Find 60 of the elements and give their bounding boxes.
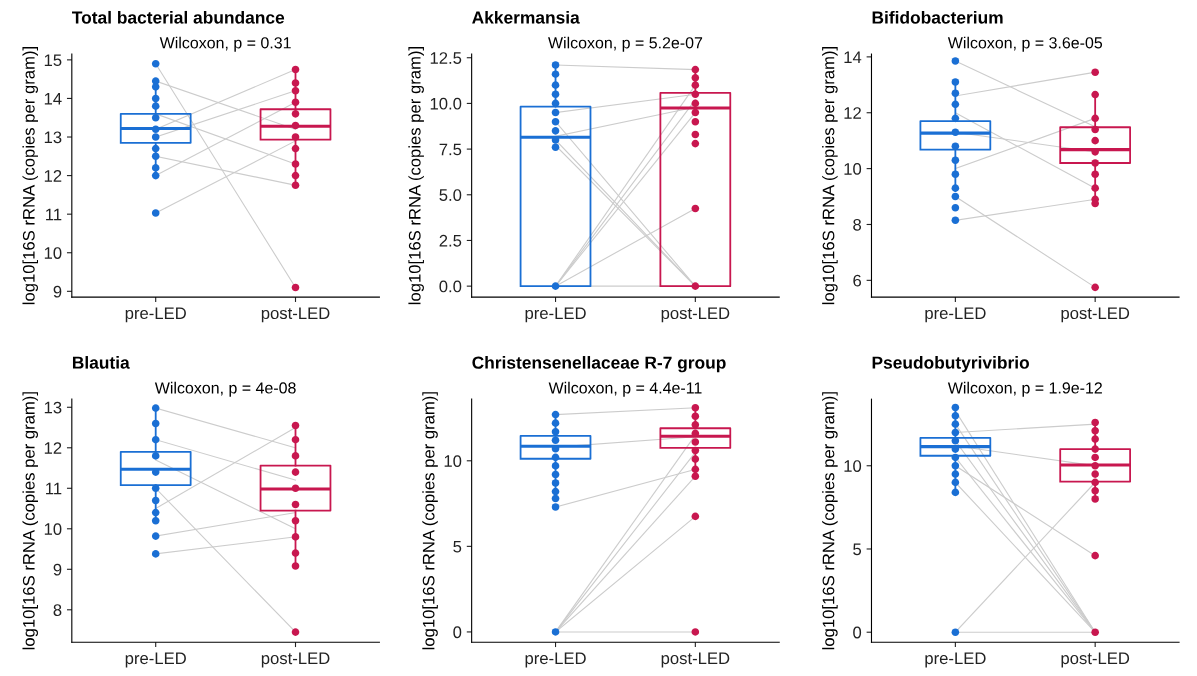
text: Wilcoxon, p = 4.4e-11 xyxy=(548,381,702,397)
y-tick-label: 12.5 xyxy=(430,52,462,64)
text: Wilcoxon, p = 5.2e-07 xyxy=(548,36,703,52)
y-tick-label: 0 xyxy=(853,626,862,639)
x-tick-label: pre-LED xyxy=(525,307,586,323)
x-tick-label: post-LED xyxy=(661,652,730,668)
y-tick-label: 2.5 xyxy=(439,234,462,247)
chart-title: Pseudobutyrivibrio xyxy=(872,356,1029,373)
y-tick-label: 12 xyxy=(44,169,62,182)
y-axis-title: log10[16S rRNA (copies per gram)] xyxy=(22,392,39,650)
y-tick-label: 5 xyxy=(853,543,862,556)
y-tick-label: 10 xyxy=(444,455,462,467)
chart-title: Akkermansia xyxy=(472,10,580,24)
text: Wilcoxon, p = 0.31 xyxy=(159,36,291,52)
y-axis-title: log10[16S rRNA (copies per gram)] xyxy=(422,392,438,650)
y-tick-label: 10 xyxy=(44,247,62,259)
text: Wilcoxon, p = 1.9e-12 xyxy=(947,381,1102,397)
y-tick-label: 11 xyxy=(46,482,62,495)
y-axis-title: log10[16S rRNA (copies per gram)] xyxy=(822,47,838,305)
x-tick-label: post-LED xyxy=(661,307,730,323)
y-tick-label: 8 xyxy=(53,604,62,616)
x-tick-label: post-LED xyxy=(1061,652,1130,668)
y-axis-title: log10[16S rRNA (copies per gram)] xyxy=(408,47,424,305)
y-tick-label: 10.0 xyxy=(430,97,462,110)
x-tick-label: pre-LED xyxy=(925,307,986,323)
x-tick-label: post-LED xyxy=(1061,307,1130,323)
chart-title: Bifidobacterium xyxy=(872,10,1003,24)
y-tick-label: 13 xyxy=(44,131,62,144)
y-tick-label: 8 xyxy=(853,218,862,231)
y-tick-label: 10 xyxy=(844,460,862,472)
x-tick-label: pre-LED xyxy=(525,652,586,668)
x-tick-label: post-LED xyxy=(261,652,330,668)
y-tick-label: 10 xyxy=(844,163,862,175)
chart-title: Total bacterial abundance xyxy=(72,10,285,24)
y-tick-label: 0.0 xyxy=(439,280,462,293)
x-tick-label: pre-LED xyxy=(925,652,986,668)
y-tick-label: 6 xyxy=(853,274,862,287)
y-tick-label: 9 xyxy=(53,285,62,298)
y-tick-label: 13 xyxy=(44,401,62,414)
x-tick-label: pre-LED xyxy=(125,307,186,323)
y-tick-label: 12 xyxy=(44,442,62,454)
y-tick-label: 10 xyxy=(44,523,62,535)
text: Wilcoxon, p = 3.6e-05 xyxy=(947,36,1103,52)
y-tick-label: 14 xyxy=(44,93,62,105)
text: Wilcoxon, p = 4e-08 xyxy=(154,381,296,397)
y-axis-title: log10[16S rRNA (copies per gram)] xyxy=(822,392,838,650)
y-tick-label: 12 xyxy=(844,107,861,119)
chart-title: Christensenellaceae R-7 group xyxy=(472,356,726,373)
y-tick-label: 14 xyxy=(844,51,862,63)
chart-title: Blautia xyxy=(72,356,130,369)
y-tick-label: 7.5 xyxy=(439,143,462,156)
y-tick-label: 0 xyxy=(453,626,462,639)
y-tick-label: 9 xyxy=(53,563,62,576)
y-tick-label: 5.0 xyxy=(439,189,462,201)
y-axis-title: log10[16S rRNA (copies per gram)] xyxy=(22,47,39,305)
x-tick-label: post-LED xyxy=(261,307,330,323)
y-tick-label: 15 xyxy=(44,54,62,67)
y-tick-label: 11 xyxy=(46,208,62,221)
x-tick-label: pre-LED xyxy=(125,652,186,668)
y-tick-label: 5 xyxy=(453,540,462,553)
